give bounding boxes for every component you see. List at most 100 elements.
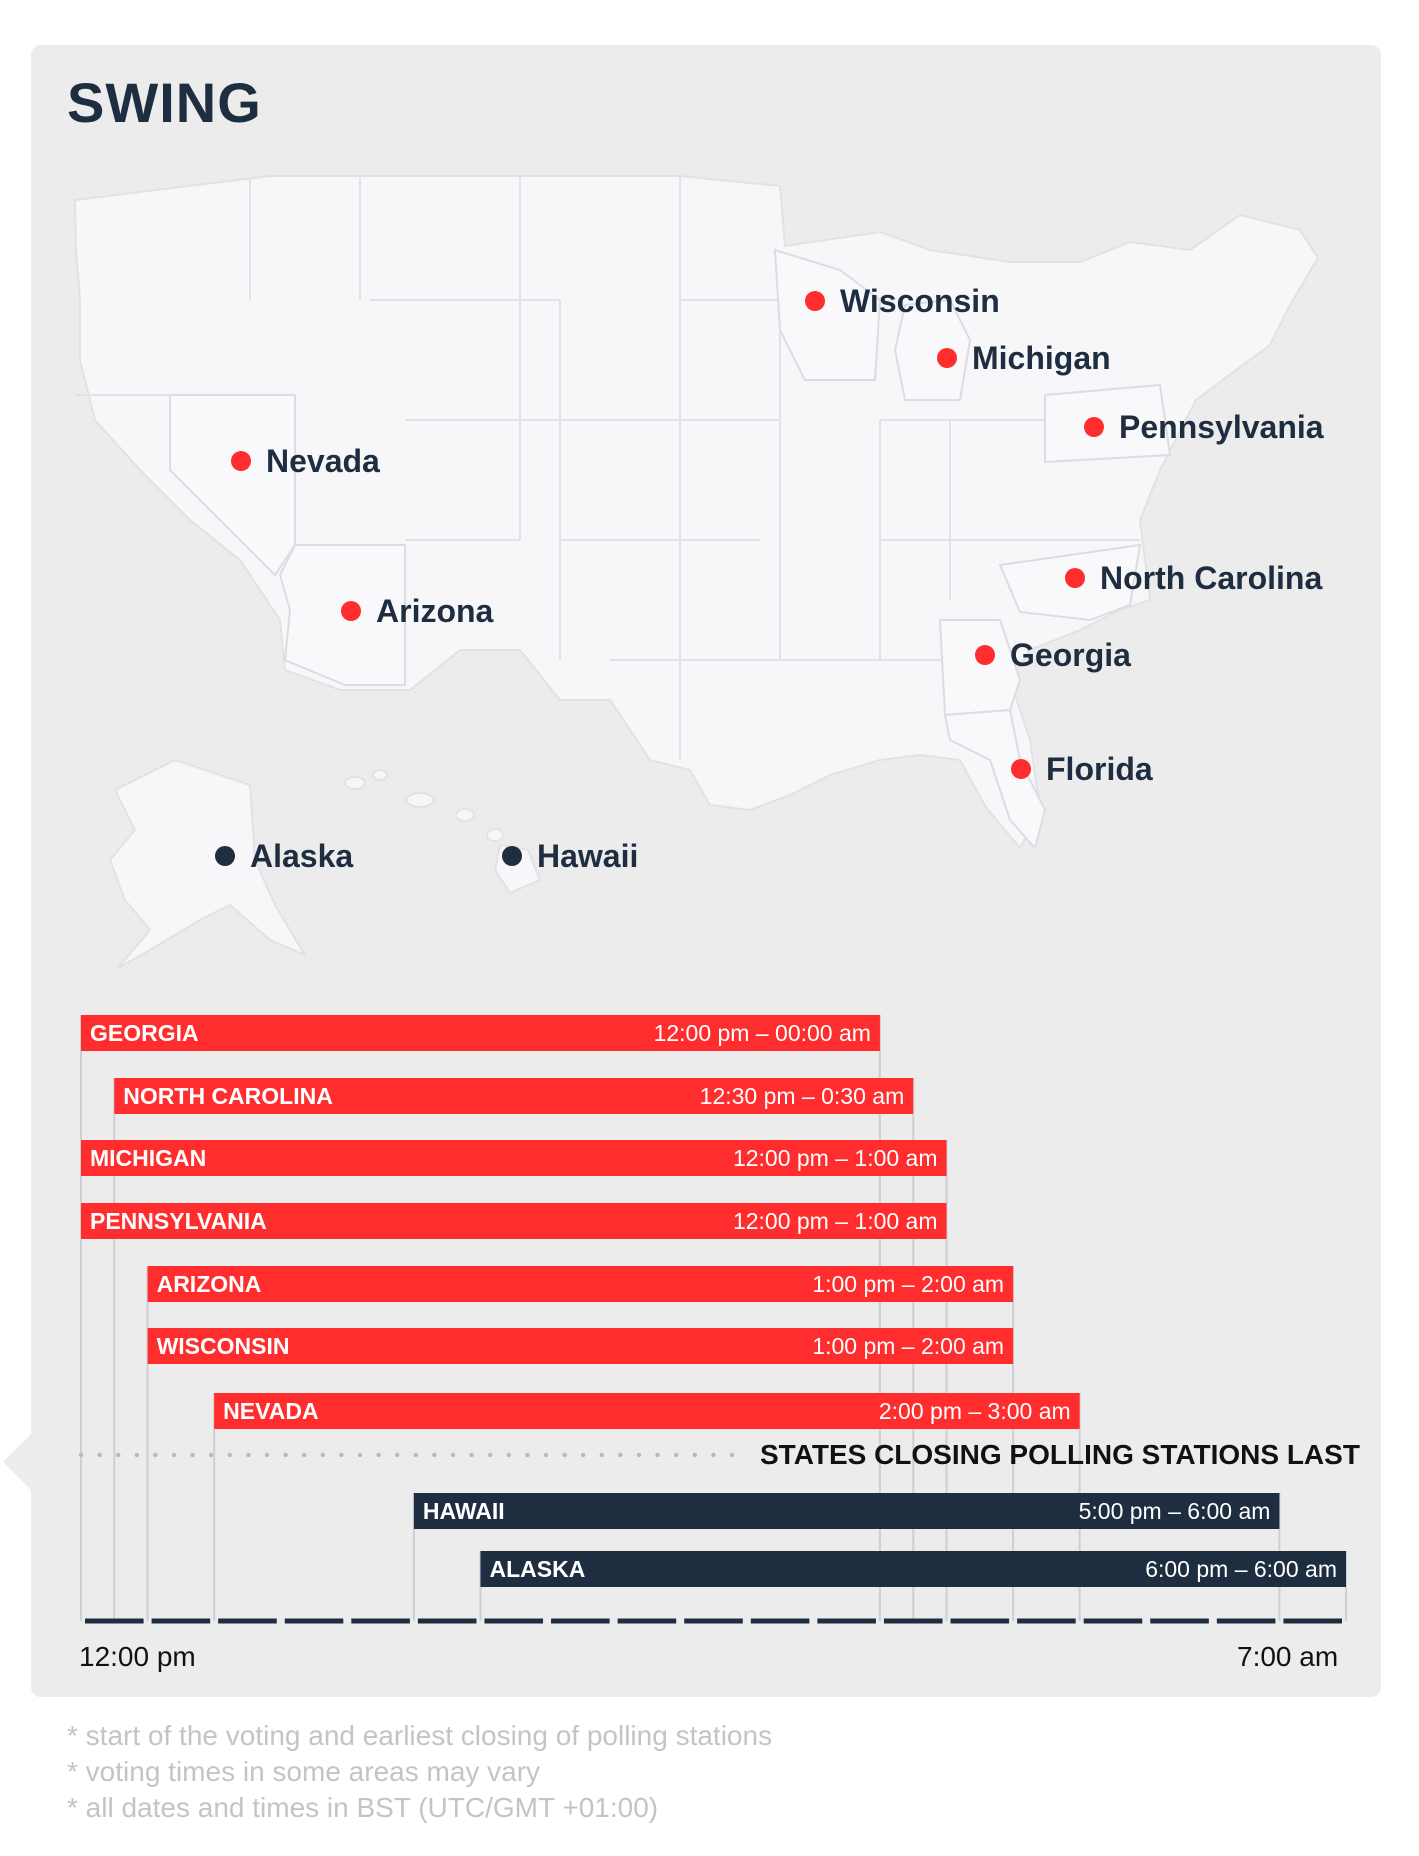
bar-rect [81, 1203, 947, 1239]
marker-label: Michigan [972, 340, 1111, 376]
bar-rect [147, 1328, 1014, 1364]
marker-dot [502, 846, 522, 866]
marker-label: Nevada [266, 443, 380, 479]
marker-label: Hawaii [537, 838, 638, 874]
separator-dot [692, 1452, 697, 1458]
marker-dot [215, 846, 235, 866]
separator-dot [302, 1452, 307, 1458]
footnote: * start of the voting and earliest closi… [67, 1720, 773, 1751]
separator-dot [581, 1452, 586, 1458]
bar-pennsylvania: PENNSYLVANIA 12:00 pm – 1:00 am [81, 1203, 947, 1239]
map-marker-arizona: Arizona [341, 593, 494, 629]
separator-dot [97, 1452, 102, 1458]
separator-dot [636, 1452, 642, 1458]
marker-dot [341, 601, 361, 621]
bar-rect [114, 1078, 914, 1114]
hawaii-shape [344, 769, 542, 895]
bar-alaska: ALASKA 6:00 pm – 6:00 am [480, 1551, 1346, 1587]
bar-georgia: GEORGIA 12:00 pm – 00:00 am [81, 1015, 880, 1051]
card-pointer [3, 1432, 33, 1492]
separator-dot [488, 1452, 493, 1458]
us-map [73, 175, 1320, 969]
florida-shape [943, 708, 1047, 851]
map-marker-florida: Florida [1011, 751, 1153, 787]
separator-dot [674, 1452, 679, 1458]
bar-rect [81, 1015, 880, 1051]
bar-arizona: ARIZONA 1:00 pm – 2:00 am [147, 1266, 1014, 1302]
separator-dot [711, 1452, 716, 1458]
michigan-shape [893, 298, 972, 401]
bar-state-label: MICHIGAN [90, 1145, 206, 1171]
bar-rect [413, 1493, 1280, 1529]
marker-dot [805, 291, 825, 311]
marker-dot [231, 451, 251, 471]
bar-hawaii: HAWAII 5:00 pm – 6:00 am [413, 1493, 1280, 1529]
separator-dot [506, 1452, 511, 1458]
bar-wisconsin: WISCONSIN 1:00 pm – 2:00 am [147, 1328, 1014, 1364]
map-marker-alaska: Alaska [215, 838, 353, 874]
bar-nevada: NEVADA 2:00 pm – 3:00 am [214, 1393, 1080, 1429]
wisconsin-shape [773, 248, 882, 381]
separator-dot [78, 1452, 84, 1458]
bar-state-label: ALASKA [489, 1556, 585, 1582]
alaska-shape [108, 758, 308, 969]
georgia-shape [938, 619, 1022, 717]
separator-dot [376, 1452, 381, 1458]
map-marker-michigan: Michigan [937, 340, 1111, 376]
separator-dot [599, 1452, 604, 1458]
bar-state-label: GEORGIA [90, 1020, 199, 1046]
bar-rect [147, 1266, 1014, 1302]
pennsylvania-shape [1044, 383, 1172, 464]
separator-dot [432, 1452, 437, 1458]
separator-dot [209, 1452, 214, 1458]
separator-dot [283, 1452, 288, 1458]
separator-dot [543, 1452, 549, 1458]
nevada-shape [169, 394, 296, 577]
marker-label: Florida [1046, 751, 1153, 787]
separator-dot [171, 1452, 177, 1458]
separator-dot [729, 1452, 735, 1458]
bar-time-label: 1:00 pm – 2:00 am [812, 1271, 1004, 1297]
map-marker-hawaii: Hawaii [502, 838, 638, 874]
map-marker-pennsylvania: Pennsylvania [1084, 409, 1324, 445]
last-closing-label: STATES CLOSING POLLING STATIONS LAST [760, 1439, 1360, 1470]
marker-dot [1065, 568, 1085, 588]
bar-north-carolina: NORTH CAROLINA 12:30 pm – 0:30 am [114, 1078, 914, 1114]
marker-label: Georgia [1010, 637, 1131, 673]
separator-dot [264, 1452, 270, 1458]
axis-end-label: 7:00 am [1237, 1641, 1339, 1672]
bar-michigan: MICHIGAN 12:00 pm – 1:00 am [81, 1140, 947, 1176]
footnote: * voting times in some areas may vary [67, 1756, 541, 1787]
separator-dot [134, 1452, 139, 1458]
marker-dot [937, 348, 957, 368]
marker-dot [1011, 759, 1031, 779]
bar-rect [81, 1140, 947, 1176]
separator-dot [618, 1452, 623, 1458]
bar-state-label: PENNSYLVANIA [90, 1208, 267, 1234]
separator-dot [469, 1452, 474, 1458]
marker-label: Pennsylvania [1119, 409, 1324, 445]
separator-dot [562, 1452, 567, 1458]
bar-rect [214, 1393, 1080, 1429]
separator-dot [450, 1452, 456, 1458]
bar-time-label: 12:30 pm – 0:30 am [700, 1083, 905, 1109]
separator-dots [78, 1452, 735, 1458]
footnote: * all dates and times in BST (UTC/GMT +0… [67, 1792, 659, 1823]
bar-state-label: ARIZONA [157, 1271, 262, 1297]
marker-label: North Carolina [1100, 560, 1322, 596]
bar-time-label: 2:00 pm – 3:00 am [879, 1398, 1071, 1424]
bar-state-label: WISCONSIN [157, 1333, 290, 1359]
bar-state-label: HAWAII [423, 1498, 505, 1524]
bar-state-label: NORTH CAROLINA [123, 1083, 333, 1109]
marker-label: Wisconsin [840, 283, 1000, 319]
separator-dot [227, 1452, 232, 1458]
bar-state-label: NEVADA [223, 1398, 318, 1424]
separator-dot [190, 1452, 195, 1458]
marker-dot [1084, 417, 1104, 437]
marker-label: Alaska [250, 838, 353, 874]
bar-time-label: 6:00 pm – 6:00 am [1145, 1556, 1337, 1582]
map-marker-wisconsin: Wisconsin [805, 283, 1000, 319]
map-marker-nevada: Nevada [231, 443, 380, 479]
